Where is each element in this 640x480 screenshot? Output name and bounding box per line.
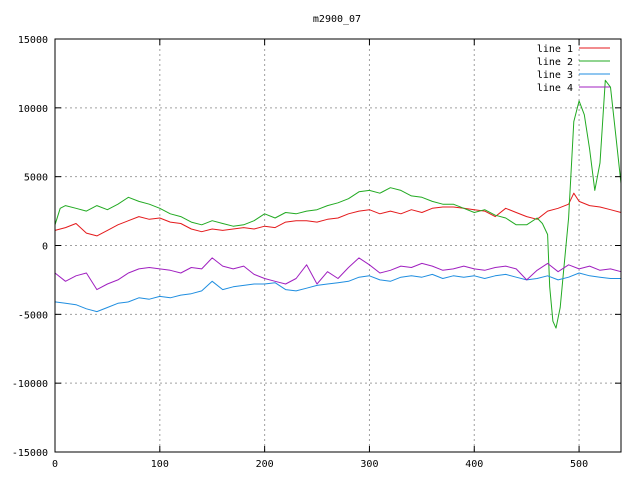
y-tick-label: -10000 bbox=[12, 379, 48, 390]
y-tick-label: -5000 bbox=[18, 310, 48, 321]
y-tick-label: 10000 bbox=[18, 104, 48, 115]
x-tick-label: 500 bbox=[570, 459, 588, 470]
chart-title: m2900_07 bbox=[313, 14, 361, 25]
x-tick-label: 200 bbox=[256, 459, 274, 470]
x-tick-label: 300 bbox=[360, 459, 378, 470]
y-tick-label: 15000 bbox=[18, 35, 48, 46]
series-line-4 bbox=[54, 257, 622, 291]
y-tick-label: 5000 bbox=[24, 173, 48, 184]
axis-ticks: 0 100 200 300 400 500 -15000 -10000 -5000 0 5000 10… bbox=[12, 35, 621, 470]
legend-label-3: line 3 bbox=[537, 70, 573, 81]
series-line-2 bbox=[54, 79, 622, 329]
legend-label-2: line 2 bbox=[537, 57, 573, 68]
x-tick-label: 0 bbox=[52, 459, 58, 470]
gridlines bbox=[55, 39, 621, 452]
x-tick-label: 400 bbox=[465, 459, 483, 470]
y-tick-label: -15000 bbox=[12, 448, 48, 459]
series-lines bbox=[54, 79, 622, 329]
legend-label-4: line 4 bbox=[537, 83, 573, 94]
y-tick-label: 0 bbox=[42, 242, 48, 253]
x-tick-label: 100 bbox=[151, 459, 169, 470]
legend: line 1 line 2 line 3 line 4 bbox=[537, 44, 610, 94]
legend-label-1: line 1 bbox=[537, 44, 573, 55]
